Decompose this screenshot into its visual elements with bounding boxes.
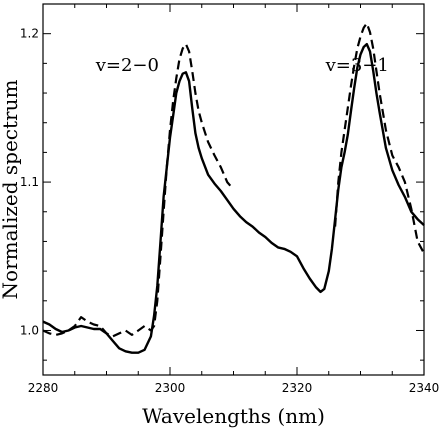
annotations-group: v=2−0 v=3−1 bbox=[95, 55, 389, 76]
x-tick-label: 2320 bbox=[282, 381, 313, 395]
y-tick-label: 1.1 bbox=[20, 175, 39, 189]
ticks-group bbox=[42, 3, 425, 375]
x-tick-label: 2300 bbox=[155, 381, 186, 395]
x-tick-label: 2340 bbox=[409, 381, 440, 395]
peak-label-2: v=3−1 bbox=[325, 55, 389, 76]
series-line-2-dashed bbox=[42, 43, 235, 338]
tick-labels-group: 2280 2300 2320 2340 1.0 1.1 1.2 bbox=[20, 27, 439, 395]
y-tick-label: 1.2 bbox=[20, 27, 39, 41]
series-line-3-dashed bbox=[334, 22, 425, 254]
series-line-1-solid bbox=[42, 42, 425, 354]
y-axis-title: Normalized spectrum bbox=[0, 80, 22, 300]
x-axis-title: Wavelengths (nm) bbox=[142, 404, 325, 428]
peak-label-1: v=2−0 bbox=[95, 55, 159, 76]
series-group bbox=[42, 22, 425, 354]
y-tick-label: 1.0 bbox=[20, 323, 39, 337]
x-tick-label: 2280 bbox=[28, 381, 59, 395]
